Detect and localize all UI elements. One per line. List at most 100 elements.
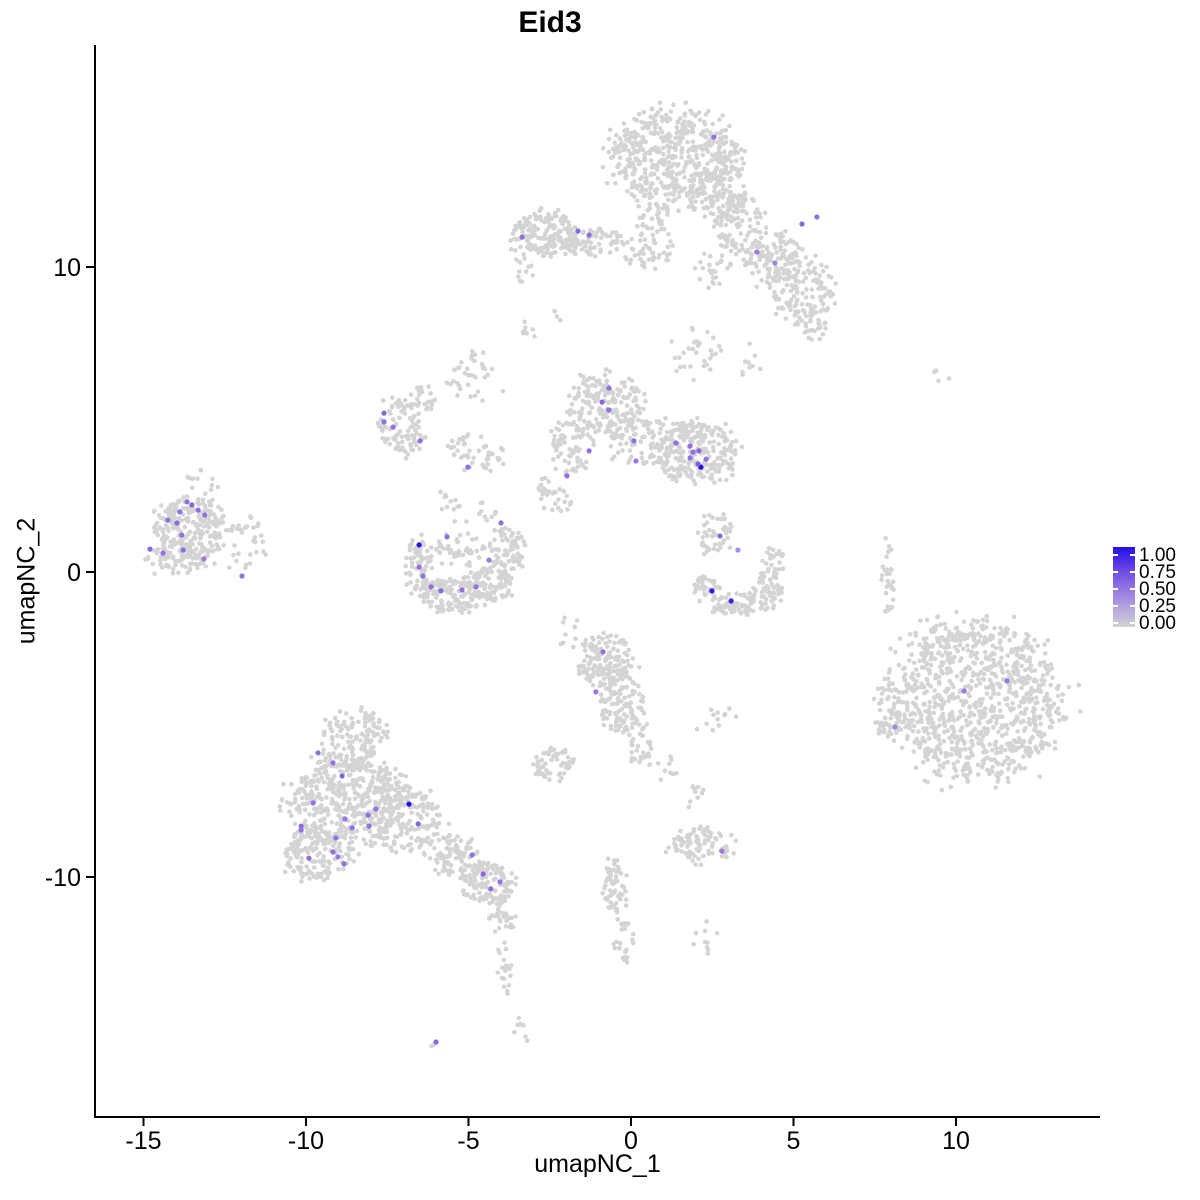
- expressing-cell-point: [564, 473, 570, 479]
- expressing-cell-point: [465, 464, 471, 470]
- expressing-cell-point: [201, 556, 207, 562]
- expressing-cell-point: [735, 547, 741, 553]
- legend-tick-mark: [1113, 571, 1118, 573]
- legend-tick-mark: [1113, 554, 1118, 556]
- expressing-cell-point: [814, 214, 820, 220]
- expressing-cell-point: [1004, 678, 1010, 684]
- legend-tick-mark: [1130, 588, 1135, 590]
- expressing-cell-point: [633, 458, 639, 464]
- expressing-cell-point: [174, 520, 180, 526]
- expressing-cell-point: [341, 861, 347, 867]
- expressing-cell-point: [719, 848, 725, 854]
- expressing-cell-point: [177, 509, 183, 515]
- expressing-cell-point: [202, 512, 208, 518]
- expressing-cell-point: [498, 520, 504, 526]
- expressing-cell-point: [433, 1039, 439, 1045]
- legend-tick-mark: [1130, 622, 1135, 624]
- expressing-cell-point: [189, 502, 195, 508]
- expressing-cell-point: [339, 773, 345, 779]
- expressing-cell-point: [333, 835, 339, 841]
- expressing-cell-point: [335, 854, 341, 860]
- expressing-cell-point: [673, 440, 679, 446]
- expressing-cell-point: [179, 532, 185, 538]
- expressing-cell-point: [415, 821, 421, 827]
- expressing-cell-point: [606, 407, 612, 413]
- expressing-cell-point: [390, 424, 396, 430]
- expressing-cell-point: [606, 385, 612, 391]
- expressing-cell-point: [342, 816, 348, 822]
- expressing-cell-point: [486, 557, 492, 563]
- expressing-cell-point: [599, 399, 605, 405]
- expressing-cell-point: [593, 689, 599, 695]
- legend-tick-mark: [1113, 605, 1118, 607]
- expressing-cell-point: [473, 584, 479, 590]
- expressing-cell-point: [690, 449, 696, 455]
- expressing-cell-point: [381, 410, 387, 416]
- plot-title: Eid3: [518, 6, 582, 39]
- expressing-cell-point: [754, 249, 760, 255]
- expressing-cell-point: [711, 134, 717, 140]
- x-axis-tick-label: -5: [457, 1127, 479, 1155]
- legend-gradient-bar: [1113, 547, 1135, 627]
- expressing-cell-point: [420, 573, 426, 579]
- expressing-cell-point: [298, 827, 304, 833]
- expressing-cell-point: [298, 823, 304, 829]
- legend-tick-mark: [1113, 588, 1118, 590]
- expressing-cell-point: [586, 232, 592, 238]
- legend-value-label: 0.25: [1139, 595, 1176, 617]
- expressing-cell-point: [488, 886, 494, 892]
- expressing-cell-point: [600, 649, 606, 655]
- expressing-cell-point: [695, 461, 701, 467]
- legend-value-label: 0.00: [1139, 612, 1176, 634]
- expressing-cell-point: [365, 812, 371, 818]
- legend-value-label: 0.50: [1139, 578, 1176, 600]
- expressing-cell-point: [459, 587, 465, 593]
- legend-tick-mark: [1130, 571, 1135, 573]
- expressing-cell-point: [147, 546, 153, 552]
- expressing-cell-point: [184, 499, 190, 505]
- expressing-cell-point: [160, 550, 166, 556]
- expression-legend: 1.00 0.75 0.50 0.25 0.00: [1113, 540, 1200, 635]
- expressing-cell-point: [772, 260, 778, 266]
- x-axis-label: umapNC_1: [534, 1150, 661, 1178]
- x-axis-tick-label: 0: [624, 1127, 638, 1155]
- expressing-cell-point: [406, 801, 412, 807]
- expressing-cell-point: [315, 750, 321, 756]
- expressing-cell-point: [717, 533, 723, 539]
- y-axis-tick-label: 0: [67, 559, 81, 587]
- expressing-cell-point: [480, 871, 486, 877]
- expressing-cell-point: [497, 879, 503, 885]
- expressing-cell-point: [239, 573, 245, 579]
- expressing-cell-point: [799, 221, 805, 227]
- expressing-cell-point: [416, 564, 422, 570]
- expressing-cell-point: [416, 542, 422, 548]
- expressing-cell-point: [709, 588, 715, 594]
- legend-tick-mark: [1113, 622, 1118, 624]
- expressing-cell-point: [373, 806, 379, 812]
- expressing-cell-point: [330, 760, 336, 766]
- expressing-cell-point: [728, 598, 734, 604]
- expressing-cell-point: [892, 724, 898, 730]
- y-axis-label: umapNC_2: [12, 517, 41, 645]
- expressing-cell-point: [310, 800, 316, 806]
- expressing-cell-point: [631, 438, 637, 444]
- x-axis-tick-label: 5: [787, 1127, 801, 1155]
- legend-value-label: 0.75: [1139, 561, 1176, 583]
- legend-tick-mark: [1130, 605, 1135, 607]
- x-axis-tick-label: -15: [125, 1127, 161, 1155]
- expressing-cell-point: [469, 852, 475, 858]
- expressing-cell-point: [438, 588, 444, 594]
- expressing-cell-point: [366, 823, 372, 829]
- expressing-cell-point: [195, 507, 201, 513]
- expressing-cell-point: [703, 456, 709, 462]
- expressing-points: [147, 134, 1010, 1045]
- expressing-cell-point: [586, 448, 592, 454]
- expressing-cell-point: [165, 517, 171, 523]
- expressing-cell-point: [349, 825, 355, 831]
- legend-tick-mark: [1130, 554, 1135, 556]
- expressing-cell-point: [330, 849, 336, 855]
- expressing-cell-point: [306, 855, 312, 861]
- expressing-cell-point: [180, 547, 186, 553]
